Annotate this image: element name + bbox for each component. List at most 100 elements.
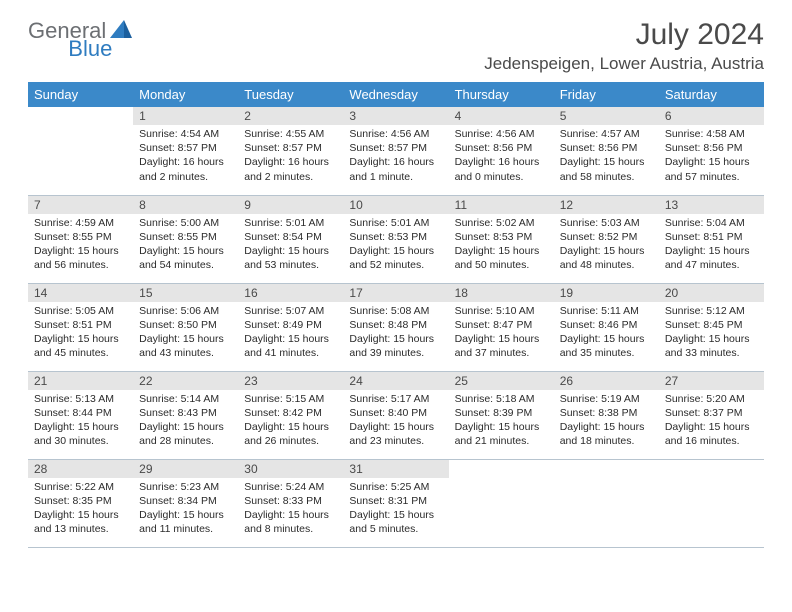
calendar-cell: 29Sunrise: 5:23 AMSunset: 8:34 PMDayligh… (133, 459, 238, 547)
calendar-cell: 14Sunrise: 5:05 AMSunset: 8:51 PMDayligh… (28, 283, 133, 371)
logo: General Blue (28, 18, 180, 44)
calendar-cell: 25Sunrise: 5:18 AMSunset: 8:39 PMDayligh… (449, 371, 554, 459)
day-details: Sunrise: 5:06 AMSunset: 8:50 PMDaylight:… (133, 302, 238, 361)
calendar-cell: 16Sunrise: 5:07 AMSunset: 8:49 PMDayligh… (238, 283, 343, 371)
day-number: 27 (659, 372, 764, 390)
day-details: Sunrise: 5:18 AMSunset: 8:39 PMDaylight:… (449, 390, 554, 449)
day-details: Sunrise: 5:08 AMSunset: 8:48 PMDaylight:… (343, 302, 448, 361)
calendar-cell: 1Sunrise: 4:54 AMSunset: 8:57 PMDaylight… (133, 107, 238, 195)
day-number: 12 (554, 196, 659, 214)
day-number: 13 (659, 196, 764, 214)
calendar-cell: 18Sunrise: 5:10 AMSunset: 8:47 PMDayligh… (449, 283, 554, 371)
day-details: Sunrise: 4:54 AMSunset: 8:57 PMDaylight:… (133, 125, 238, 184)
day-details: Sunrise: 4:56 AMSunset: 8:56 PMDaylight:… (449, 125, 554, 184)
calendar-cell: 3Sunrise: 4:56 AMSunset: 8:57 PMDaylight… (343, 107, 448, 195)
day-number: 10 (343, 196, 448, 214)
day-number: 18 (449, 284, 554, 302)
weekday-header: Monday (133, 82, 238, 107)
calendar-cell: 15Sunrise: 5:06 AMSunset: 8:50 PMDayligh… (133, 283, 238, 371)
weekday-header: Saturday (659, 82, 764, 107)
calendar-cell: 7Sunrise: 4:59 AMSunset: 8:55 PMDaylight… (28, 195, 133, 283)
calendar-cell: 0. (554, 459, 659, 547)
day-details: Sunrise: 5:13 AMSunset: 8:44 PMDaylight:… (28, 390, 133, 449)
day-details: Sunrise: 5:04 AMSunset: 8:51 PMDaylight:… (659, 214, 764, 273)
day-details: Sunrise: 5:10 AMSunset: 8:47 PMDaylight:… (449, 302, 554, 361)
calendar-cell: 28Sunrise: 5:22 AMSunset: 8:35 PMDayligh… (28, 459, 133, 547)
day-number: 21 (28, 372, 133, 390)
day-number: 29 (133, 460, 238, 478)
day-number: 22 (133, 372, 238, 390)
day-number: 28 (28, 460, 133, 478)
day-details: Sunrise: 5:03 AMSunset: 8:52 PMDaylight:… (554, 214, 659, 273)
day-number: 9 (238, 196, 343, 214)
calendar-cell: 4Sunrise: 4:56 AMSunset: 8:56 PMDaylight… (449, 107, 554, 195)
calendar-cell: 27Sunrise: 5:20 AMSunset: 8:37 PMDayligh… (659, 371, 764, 459)
logo-triangle-icon (110, 20, 132, 43)
day-details: Sunrise: 4:59 AMSunset: 8:55 PMDaylight:… (28, 214, 133, 273)
calendar-cell: 13Sunrise: 5:04 AMSunset: 8:51 PMDayligh… (659, 195, 764, 283)
day-number: 3 (343, 107, 448, 125)
day-number: 7 (28, 196, 133, 214)
day-details: Sunrise: 5:22 AMSunset: 8:35 PMDaylight:… (28, 478, 133, 537)
day-details: Sunrise: 5:23 AMSunset: 8:34 PMDaylight:… (133, 478, 238, 537)
day-number: 23 (238, 372, 343, 390)
location-label: Jedenspeigen, Lower Austria, Austria (484, 54, 764, 74)
calendar-cell: 0. (659, 459, 764, 547)
calendar-cell: 8Sunrise: 5:00 AMSunset: 8:55 PMDaylight… (133, 195, 238, 283)
calendar-cell: 2Sunrise: 4:55 AMSunset: 8:57 PMDaylight… (238, 107, 343, 195)
weekday-header: Friday (554, 82, 659, 107)
weekday-header: Wednesday (343, 82, 448, 107)
day-details: Sunrise: 5:01 AMSunset: 8:54 PMDaylight:… (238, 214, 343, 273)
title-block: July 2024 Jedenspeigen, Lower Austria, A… (484, 18, 764, 74)
day-number: 24 (343, 372, 448, 390)
calendar-cell: 20Sunrise: 5:12 AMSunset: 8:45 PMDayligh… (659, 283, 764, 371)
day-number: 30 (238, 460, 343, 478)
day-details: Sunrise: 4:57 AMSunset: 8:56 PMDaylight:… (554, 125, 659, 184)
calendar-cell: 9Sunrise: 5:01 AMSunset: 8:54 PMDaylight… (238, 195, 343, 283)
day-details: Sunrise: 4:58 AMSunset: 8:56 PMDaylight:… (659, 125, 764, 184)
day-details: Sunrise: 5:19 AMSunset: 8:38 PMDaylight:… (554, 390, 659, 449)
day-number: 17 (343, 284, 448, 302)
calendar-cell: 12Sunrise: 5:03 AMSunset: 8:52 PMDayligh… (554, 195, 659, 283)
day-details: Sunrise: 5:15 AMSunset: 8:42 PMDaylight:… (238, 390, 343, 449)
day-details: Sunrise: 5:01 AMSunset: 8:53 PMDaylight:… (343, 214, 448, 273)
day-number: 20 (659, 284, 764, 302)
calendar-cell: 17Sunrise: 5:08 AMSunset: 8:48 PMDayligh… (343, 283, 448, 371)
calendar-cell: 26Sunrise: 5:19 AMSunset: 8:38 PMDayligh… (554, 371, 659, 459)
calendar-cell: 31Sunrise: 5:25 AMSunset: 8:31 PMDayligh… (343, 459, 448, 547)
day-number: 16 (238, 284, 343, 302)
day-details: Sunrise: 5:11 AMSunset: 8:46 PMDaylight:… (554, 302, 659, 361)
day-details: Sunrise: 5:20 AMSunset: 8:37 PMDaylight:… (659, 390, 764, 449)
calendar-cell: 0. (28, 107, 133, 195)
logo-text-blue: Blue (68, 36, 112, 62)
day-number: 8 (133, 196, 238, 214)
calendar-cell: 24Sunrise: 5:17 AMSunset: 8:40 PMDayligh… (343, 371, 448, 459)
day-details: Sunrise: 5:17 AMSunset: 8:40 PMDaylight:… (343, 390, 448, 449)
calendar-cell: 0. (449, 459, 554, 547)
day-details: Sunrise: 5:05 AMSunset: 8:51 PMDaylight:… (28, 302, 133, 361)
calendar-cell: 22Sunrise: 5:14 AMSunset: 8:43 PMDayligh… (133, 371, 238, 459)
day-number: 11 (449, 196, 554, 214)
day-number: 4 (449, 107, 554, 125)
weekday-header: Sunday (28, 82, 133, 107)
day-number: 1 (133, 107, 238, 125)
calendar-table: SundayMondayTuesdayWednesdayThursdayFrid… (28, 82, 764, 548)
calendar-cell: 10Sunrise: 5:01 AMSunset: 8:53 PMDayligh… (343, 195, 448, 283)
day-details: Sunrise: 5:24 AMSunset: 8:33 PMDaylight:… (238, 478, 343, 537)
day-details: Sunrise: 5:00 AMSunset: 8:55 PMDaylight:… (133, 214, 238, 273)
calendar-cell: 21Sunrise: 5:13 AMSunset: 8:44 PMDayligh… (28, 371, 133, 459)
calendar-cell: 11Sunrise: 5:02 AMSunset: 8:53 PMDayligh… (449, 195, 554, 283)
day-number: 5 (554, 107, 659, 125)
day-details: Sunrise: 4:56 AMSunset: 8:57 PMDaylight:… (343, 125, 448, 184)
day-details: Sunrise: 4:55 AMSunset: 8:57 PMDaylight:… (238, 125, 343, 184)
day-number: 6 (659, 107, 764, 125)
day-number: 31 (343, 460, 448, 478)
day-details: Sunrise: 5:12 AMSunset: 8:45 PMDaylight:… (659, 302, 764, 361)
calendar-cell: 23Sunrise: 5:15 AMSunset: 8:42 PMDayligh… (238, 371, 343, 459)
day-number: 26 (554, 372, 659, 390)
weekday-header: Tuesday (238, 82, 343, 107)
calendar-cell: 6Sunrise: 4:58 AMSunset: 8:56 PMDaylight… (659, 107, 764, 195)
calendar-cell: 30Sunrise: 5:24 AMSunset: 8:33 PMDayligh… (238, 459, 343, 547)
day-number: 25 (449, 372, 554, 390)
calendar-cell: 19Sunrise: 5:11 AMSunset: 8:46 PMDayligh… (554, 283, 659, 371)
